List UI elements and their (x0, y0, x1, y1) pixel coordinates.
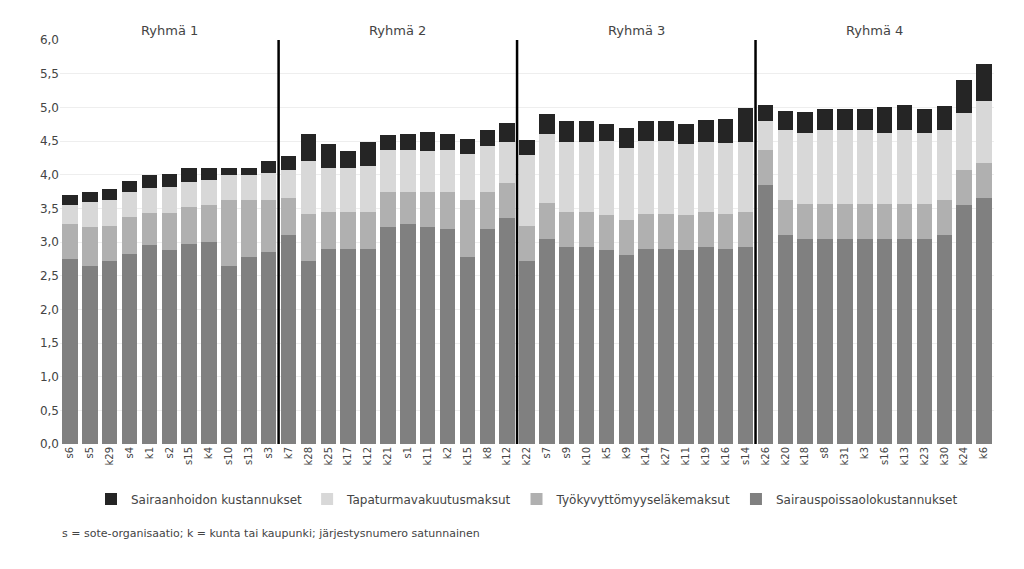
svg-text:k20: k20 (780, 447, 791, 466)
svg-text:6,0: 6,0 (40, 33, 59, 47)
svg-text:k29: k29 (104, 447, 115, 466)
svg-text:Sairauspoissaolokustannukset: Sairauspoissaolokustannukset (776, 493, 958, 507)
svg-text:3,0: 3,0 (40, 235, 59, 249)
svg-text:Ryhmä 3: Ryhmä 3 (608, 23, 665, 38)
svg-text:k27: k27 (660, 447, 671, 466)
svg-text:s10: s10 (223, 447, 234, 465)
svg-text:k21: k21 (382, 447, 393, 466)
svg-text:k22: k22 (521, 447, 532, 466)
svg-text:k25: k25 (323, 447, 334, 466)
svg-text:4,0: 4,0 (40, 168, 59, 182)
svg-text:0,5: 0,5 (40, 404, 59, 418)
svg-text:k10: k10 (581, 447, 592, 466)
svg-text:s13: s13 (243, 447, 254, 465)
svg-text:Työkyvyttömyyseläkemaksut: Työkyvyttömyyseläkemaksut (556, 493, 730, 507)
svg-text:k12: k12 (362, 447, 373, 466)
svg-text:s = sote-organisaatio; k = kun: s = sote-organisaatio; k = kunta tai kau… (62, 527, 480, 540)
svg-text:Tapaturmavakuutusmaksut: Tapaturmavakuutusmaksut (346, 493, 510, 507)
svg-text:Ryhmä 2: Ryhmä 2 (369, 23, 426, 38)
svg-text:k1: k1 (144, 447, 155, 459)
svg-text:s9: s9 (561, 447, 572, 459)
svg-text:k15: k15 (462, 447, 473, 466)
svg-text:5,5: 5,5 (40, 67, 59, 81)
svg-text:1,0: 1,0 (40, 370, 59, 384)
svg-text:k7: k7 (283, 447, 294, 459)
svg-text:k23: k23 (919, 447, 930, 466)
svg-text:k4: k4 (203, 447, 214, 459)
svg-text:s8: s8 (819, 447, 830, 459)
svg-text:k14: k14 (640, 447, 651, 466)
svg-text:1,5: 1,5 (40, 336, 59, 350)
svg-text:k2: k2 (442, 447, 453, 459)
svg-text:k5: k5 (601, 447, 612, 459)
svg-text:s2: s2 (164, 447, 175, 459)
svg-text:k8: k8 (482, 447, 493, 459)
svg-text:5,0: 5,0 (40, 101, 59, 115)
svg-text:k6: k6 (978, 447, 989, 459)
svg-text:s4: s4 (124, 447, 135, 459)
svg-text:k19: k19 (700, 447, 711, 466)
svg-text:s16: s16 (879, 447, 890, 465)
svg-text:Ryhmä 4: Ryhmä 4 (846, 23, 903, 38)
svg-text:s5: s5 (84, 447, 95, 459)
svg-text:k3: k3 (859, 447, 870, 459)
svg-text:s3: s3 (263, 447, 274, 459)
svg-text:k31: k31 (839, 447, 850, 466)
svg-text:2,5: 2,5 (40, 269, 59, 283)
svg-text:4,5: 4,5 (40, 134, 59, 148)
svg-text:Ryhmä 1: Ryhmä 1 (141, 23, 198, 38)
svg-text:s14: s14 (740, 447, 751, 465)
svg-text:k9: k9 (621, 447, 632, 459)
svg-text:k11: k11 (680, 447, 691, 466)
svg-text:k13: k13 (899, 447, 910, 466)
svg-text:s1: s1 (402, 447, 413, 459)
svg-text:k18: k18 (799, 447, 810, 466)
svg-text:Sairaanhoidon kustannukset: Sairaanhoidon kustannukset (131, 493, 302, 507)
svg-text:k28: k28 (303, 447, 314, 466)
svg-text:k26: k26 (760, 447, 771, 466)
svg-text:s7: s7 (541, 447, 552, 459)
svg-text:s15: s15 (183, 447, 194, 465)
svg-text:2,0: 2,0 (40, 303, 59, 317)
svg-text:k24: k24 (958, 447, 969, 466)
svg-text:k30: k30 (939, 447, 950, 466)
svg-text:0,0: 0,0 (40, 437, 59, 451)
svg-text:s6: s6 (64, 447, 75, 459)
svg-text:k11: k11 (422, 447, 433, 466)
svg-text:k17: k17 (342, 447, 353, 466)
svg-text:k12: k12 (501, 447, 512, 466)
svg-text:3,5: 3,5 (40, 202, 59, 216)
svg-text:k16: k16 (720, 447, 731, 466)
